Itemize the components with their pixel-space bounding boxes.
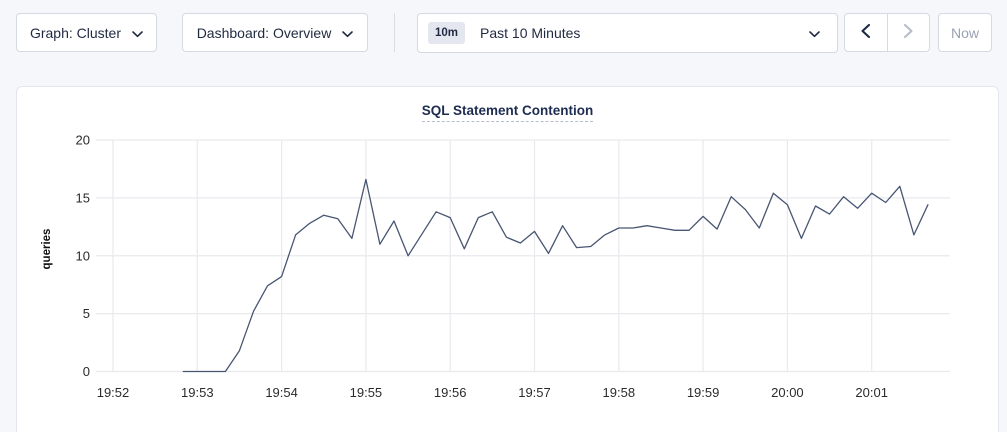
time-window-next-button[interactable] <box>888 14 930 51</box>
time-range-label: Past 10 Minutes <box>480 25 581 41</box>
y-axis-label: queries <box>41 229 53 270</box>
chart-plot-area[interactable]: 0 5 10 15 20 19:52 19:53 19:54 19:55 19:56 19:57 19… <box>17 87 1000 432</box>
chevron-right-icon <box>903 23 914 42</box>
time-window-nav-group <box>844 13 930 52</box>
now-button-label: Now <box>950 24 979 41</box>
chevron-down-icon <box>342 25 354 41</box>
x-tick-label: 20:00 <box>771 385 804 400</box>
graph-scope-dropdown-label: Graph: Cluster <box>29 24 122 41</box>
y-tick-label: 5 <box>83 306 90 321</box>
x-tick-label: 19:54 <box>265 385 298 400</box>
chevron-down-icon <box>809 25 820 41</box>
x-tick-label: 20:01 <box>855 385 888 400</box>
x-tick-label: 19:55 <box>350 385 383 400</box>
chevron-down-icon <box>132 25 143 41</box>
x-tick-label: 19:52 <box>97 385 130 400</box>
time-range-badge: 10m <box>428 22 466 44</box>
y-tick-label: 15 <box>76 190 90 205</box>
time-window-prev-button[interactable] <box>845 14 888 51</box>
graph-scope-dropdown[interactable]: Graph: Cluster <box>16 13 157 52</box>
x-tick-label: 19:59 <box>687 385 720 400</box>
time-range-dropdown[interactable]: 10m Past 10 Minutes <box>417 13 838 53</box>
x-tick-label: 19:56 <box>434 385 467 400</box>
series-line-queries <box>182 178 929 373</box>
chart-card: SQL Statement Contention 0 5 10 15 20 19:52 19… <box>16 86 999 432</box>
now-button[interactable]: Now <box>938 13 992 52</box>
toolbar-divider <box>394 13 395 52</box>
x-tick-label: 19:58 <box>603 385 636 400</box>
x-tick-label: 19:57 <box>518 385 551 400</box>
y-tick-label: 10 <box>76 248 90 263</box>
y-tick-label: 20 <box>76 133 90 148</box>
dashboard-dropdown[interactable]: Dashboard: Overview <box>182 13 368 52</box>
chevron-left-icon <box>860 23 871 42</box>
chart-title-row: SQL Statement Contention <box>17 102 998 122</box>
dashboard-dropdown-label: Dashboard: Overview <box>196 24 332 41</box>
x-tick-label: 19:53 <box>181 385 214 400</box>
y-tick-label: 0 <box>83 364 90 379</box>
chart-title[interactable]: SQL Statement Contention <box>421 103 594 122</box>
